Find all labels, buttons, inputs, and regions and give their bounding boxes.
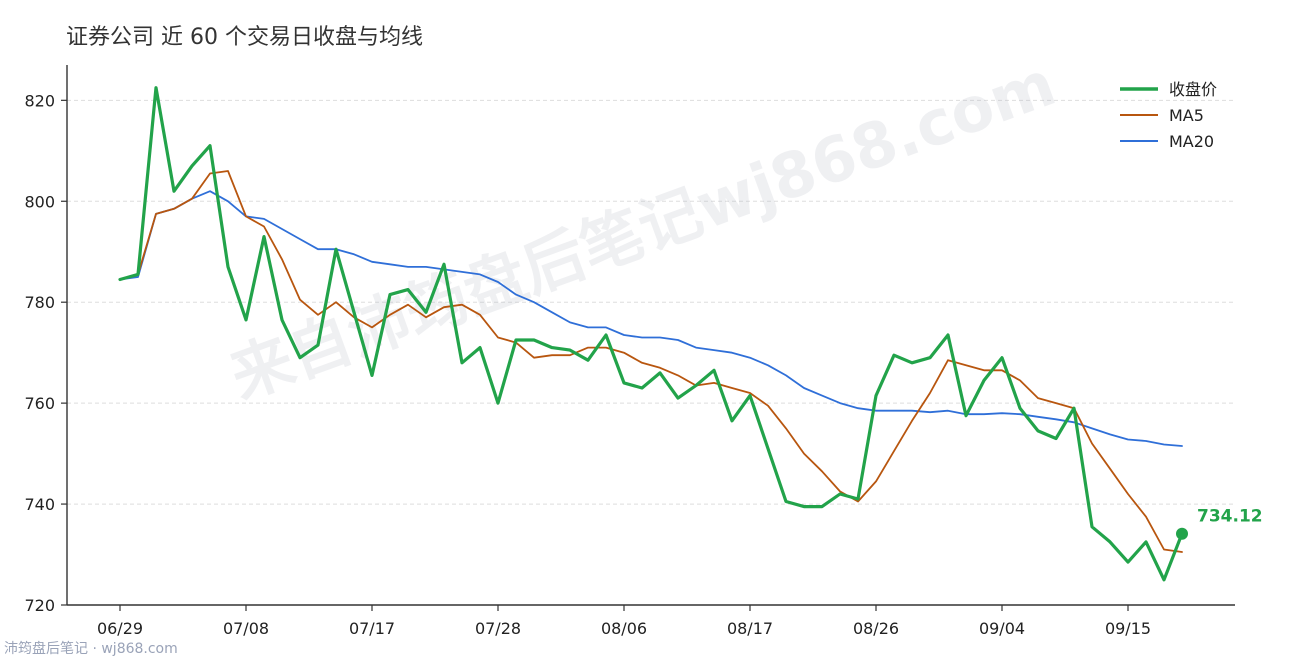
series-line-ma20: [119, 190, 1183, 447]
last-close-point: [1176, 527, 1188, 540]
legend: 收盘价 MA5 MA20: [1120, 80, 1217, 151]
x-tick-label: 07/08: [223, 619, 269, 638]
last-value-marker: 734.12: [1176, 507, 1263, 540]
x-tick-label: 07/28: [475, 619, 521, 638]
x-tick-label: 06/29: [97, 619, 143, 638]
x-axis-ticks: 06/29 07/08 07/17 07/28 08/06 08/17 08/26 09/04…: [97, 605, 1151, 638]
x-tick-label: 09/15: [1105, 619, 1151, 638]
y-tick-label: 820: [24, 91, 55, 110]
series-line-close: [118, 86, 1184, 582]
legend-label-close: 收盘价: [1169, 80, 1217, 99]
y-tick-label: 800: [24, 192, 55, 211]
y-axis-ticks: 720 740 760 780 800 820: [24, 91, 67, 615]
y-tick-label: 780: [24, 293, 55, 312]
series-lines: [118, 86, 1184, 582]
axes: [66, 65, 1235, 606]
y-tick-label: 760: [24, 394, 55, 413]
y-tick-label: 720: [24, 596, 55, 615]
x-tick-label: 08/06: [601, 619, 647, 638]
legend-label-ma20: MA20: [1169, 132, 1214, 151]
x-tick-label: 07/17: [349, 619, 395, 638]
x-tick-label: 08/26: [853, 619, 899, 638]
x-tick-label: 09/04: [979, 619, 1025, 638]
last-close-label: 734.12: [1197, 507, 1263, 527]
x-tick-label: 08/17: [727, 619, 773, 638]
legend-label-ma5: MA5: [1169, 106, 1204, 125]
footer-credit: 沛筠盘后笔记 · wj868.com: [4, 640, 178, 657]
watermark: 来自沛筠盘后笔记wj868.com: [221, 46, 1065, 413]
series-line-ma5: [119, 170, 1183, 553]
y-tick-label: 740: [24, 495, 55, 514]
chart-title: 证券公司 近 60 个交易日收盘与均线: [66, 25, 423, 50]
